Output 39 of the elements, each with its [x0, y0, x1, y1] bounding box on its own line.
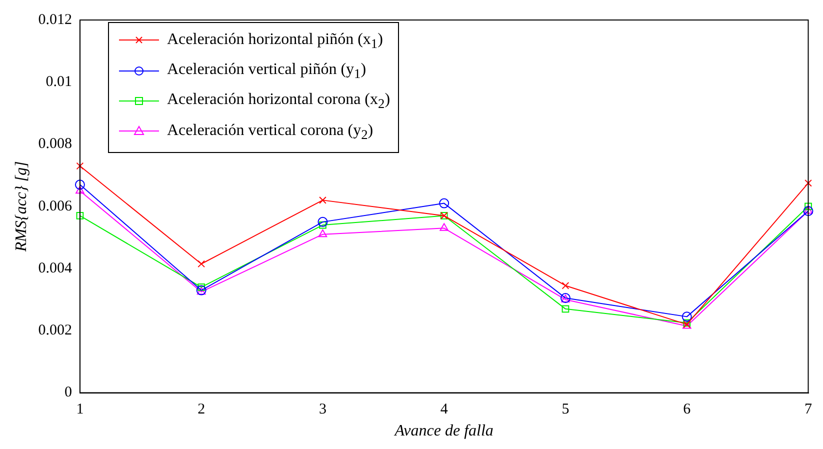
x-tick-label: 4: [440, 402, 448, 418]
x-axis-title: Avance de falla: [394, 422, 494, 440]
y-axis-title: RMS{acc} [g]: [12, 161, 30, 253]
y-tick-label: 0.012: [38, 12, 72, 28]
point: [318, 216, 328, 227]
y-tick-label: 0.008: [38, 136, 72, 152]
y-tick-label: 0.004: [38, 260, 72, 276]
point: [318, 229, 328, 238]
legend-label: Aceleración vertical corona (y$_{2}$): [167, 122, 374, 142]
point: [74, 180, 85, 190]
point: [319, 221, 326, 229]
x-tick-label: 7: [804, 402, 812, 418]
point: [682, 312, 692, 322]
point: [319, 196, 326, 204]
point: [804, 179, 812, 187]
x-tick-label: 6: [683, 402, 692, 418]
x-tick-label: 1: [76, 402, 84, 418]
x-tick-label: 3: [318, 402, 326, 418]
point: [439, 198, 450, 208]
point: [76, 212, 84, 220]
legend-label: Aceleración horizontal corona (x$_{2}$): [167, 91, 390, 112]
legend-label: Aceleración horizontal piñón (x$_{1}$): [167, 31, 383, 52]
y-tick-label: 0: [64, 384, 72, 401]
point: [198, 283, 206, 291]
y-tick-label: 0.01: [46, 74, 72, 90]
point: [562, 305, 570, 313]
y-tick-label: 0.002: [38, 322, 72, 339]
x-tick-label: 5: [562, 402, 570, 418]
point: [76, 162, 84, 170]
point: [76, 186, 84, 194]
point: [804, 206, 813, 214]
legend-label: Aceleración vertical piñón (y$_{1}$): [167, 61, 366, 82]
y-tick-label: 0.006: [38, 198, 72, 214]
point: [562, 282, 570, 290]
point: [440, 223, 448, 231]
point: [804, 202, 812, 210]
point: [803, 206, 814, 216]
x-tick-label: 2: [198, 402, 206, 418]
point: [198, 260, 206, 268]
